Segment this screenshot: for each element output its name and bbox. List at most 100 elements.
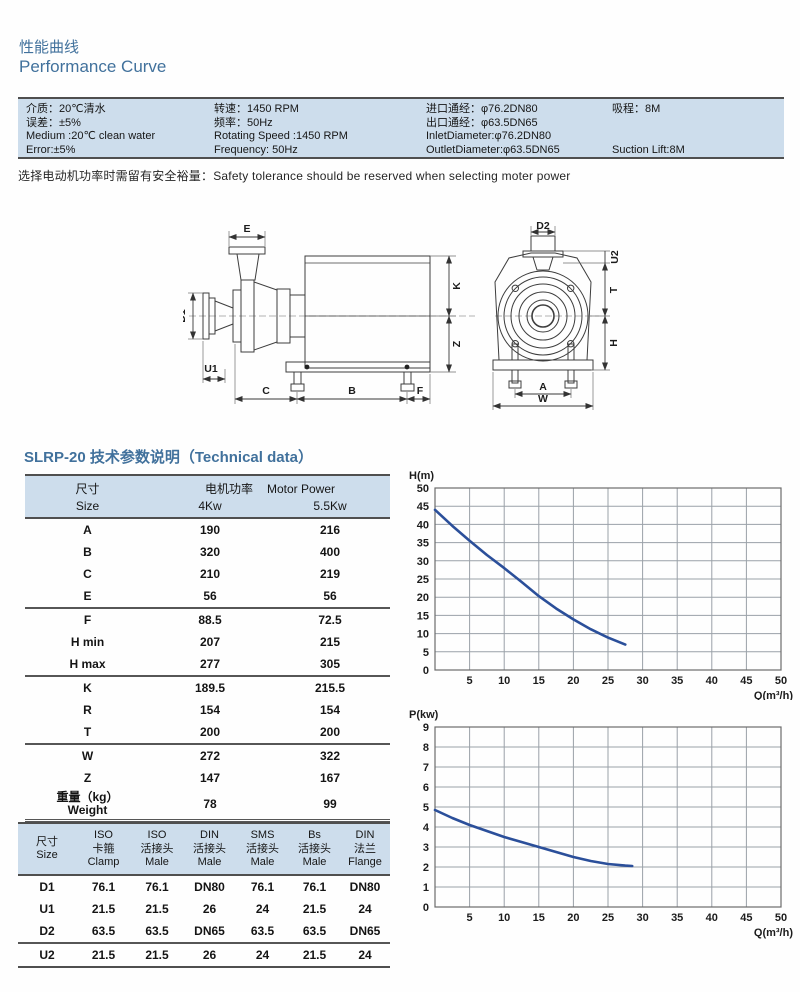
dim-label-a: A xyxy=(539,381,547,393)
conn-cell: 63.5 xyxy=(302,923,327,938)
conn-cell: 76.1 xyxy=(302,879,327,894)
spec-line: 出口通经：φ63.5DN65 xyxy=(426,116,538,129)
page-title-en: Performance Curve xyxy=(19,57,167,76)
conn-header-line: ISO xyxy=(147,829,167,841)
tech-header-power-4kw: 4Kw xyxy=(198,498,222,513)
tech-cell-55kw: 215 xyxy=(319,635,341,649)
x-tick-label: 5 xyxy=(467,912,473,924)
spec-line: 误差：±5% xyxy=(26,116,81,129)
tech-header-power-55kw: 5.5Kw xyxy=(313,498,347,513)
conn-cell: 21.5 xyxy=(145,947,169,962)
tech-cell-4kw: 88.5 xyxy=(198,613,222,627)
tech-group: K 189.5 215.5 R 154 154 T 200 200 xyxy=(25,675,390,743)
tech-row-label: C xyxy=(83,567,92,581)
spec-column-medium: 介质：20℃清水 误差：±5% Medium :20℃ clean water … xyxy=(18,103,214,157)
conn-header-line: 活接头 xyxy=(193,842,226,855)
dim-label-e: E xyxy=(243,223,250,235)
conn-row: U2 21.5 21.5 26 24 21.5 24 xyxy=(18,941,390,966)
conn-header-line: Bs xyxy=(308,829,321,841)
tech-cell-4kw: 190 xyxy=(199,523,221,537)
conn-header-line: Clamp xyxy=(87,856,120,868)
tech-row-label: K xyxy=(83,681,92,695)
y-axis-title: H(m) xyxy=(409,470,434,482)
tech-cell-55kw: 99 xyxy=(323,796,337,811)
spec-line: 吸程：8M xyxy=(612,103,661,115)
conn-cell: 63.5 xyxy=(250,923,275,938)
spec-column-diameters: 进口通经：φ76.2DN80 出口通经：φ63.5DN65 InletDiame… xyxy=(426,103,612,157)
tech-cell-55kw: 167 xyxy=(319,771,341,785)
y-tick-label: 0 xyxy=(423,902,429,914)
conn-header-cell: ISO 卡箍 Clamp xyxy=(76,829,131,870)
tech-cell-4kw: 189.5 xyxy=(194,681,226,695)
dim-label-w: W xyxy=(538,393,548,405)
tech-group: F 88.5 72.5 H min 207 215 H max 277 305 xyxy=(25,607,390,675)
tech-row: Z 147 167 xyxy=(25,767,390,789)
tech-row-label: 重量（kg） Weight xyxy=(25,791,150,817)
conn-cell: 26 xyxy=(202,947,217,962)
tech-cell-4kw: 147 xyxy=(199,771,221,785)
spec-column-speed: 转速：1450 RPM 频率：50Hz Rotating Speed :1450… xyxy=(214,103,426,157)
tech-row-label: H max xyxy=(69,657,106,671)
tech-row: K 189.5 215.5 xyxy=(25,677,390,699)
x-tick-label: 35 xyxy=(671,912,683,924)
conn-cell: DN65 xyxy=(194,923,225,938)
x-tick-label: 30 xyxy=(636,912,648,924)
conn-header-cell: 尺寸 Size xyxy=(18,836,76,863)
x-tick-label: 15 xyxy=(533,675,545,687)
conn-header-line: Size xyxy=(36,849,58,862)
conn-row-label: U2 xyxy=(39,947,55,962)
conn-header-line: Male xyxy=(302,856,327,868)
tech-cell-55kw: 56 xyxy=(323,589,337,603)
tech-row-label: E xyxy=(83,589,92,603)
section-title: SLRP-20 技术参数说明（Technical data） xyxy=(24,449,313,466)
tech-row-label: Z xyxy=(83,771,92,785)
side-view-dimensions: E D1 U1 K Z C B F xyxy=(183,223,463,404)
y-tick-label: 25 xyxy=(417,574,429,586)
conn-row: D1 76.1 76.1 DN80 76.1 76.1 DN80 xyxy=(18,876,390,898)
tech-cell-4kw: 78 xyxy=(203,796,217,811)
tech-cell-4kw: 154 xyxy=(199,703,221,717)
tech-table-body: A 190 216 B 320 400 C 210 219 E 56 56 F 88.5 72.5 H min… xyxy=(25,519,390,822)
spec-table: 介质：20℃清水 误差：±5% Medium :20℃ clean water … xyxy=(18,97,784,159)
pump-side-view-drawing: E D1 U1 K Z C B F xyxy=(183,223,475,404)
x-tick-label: 35 xyxy=(671,675,683,687)
x-axis-title: Q(m³/h) xyxy=(754,690,793,700)
tech-row-label: A xyxy=(83,523,92,537)
y-tick-label: 15 xyxy=(417,610,429,622)
tech-header-motor-power: 电机功率 Motor Power xyxy=(150,480,390,497)
dim-label-t: T xyxy=(608,286,620,293)
dim-label-f: F xyxy=(417,385,424,397)
conn-header-line: 活接头 xyxy=(246,842,279,855)
y-tick-label: 6 xyxy=(423,782,429,794)
spec-line: 频率：50Hz xyxy=(214,116,273,129)
spec-line: Suction Lift:8M xyxy=(612,143,685,156)
tech-row-label: R xyxy=(83,703,92,717)
spec-line xyxy=(612,130,784,144)
conn-header-line: Male xyxy=(197,856,222,868)
spec-line: 转速：1450 RPM xyxy=(214,103,299,115)
conn-header-line: Male xyxy=(250,856,275,868)
conn-header-line: ISO xyxy=(94,829,113,841)
y-tick-label: 3 xyxy=(423,842,429,854)
spec-line xyxy=(612,117,784,131)
conn-header-line: SMS xyxy=(250,829,275,841)
tech-header-size-zh: 尺寸 xyxy=(75,481,100,496)
y-tick-label: 0 xyxy=(423,665,429,677)
tech-cell-4kw: 210 xyxy=(199,567,221,581)
performance-curve xyxy=(433,508,627,646)
conn-header-line: Flange xyxy=(348,856,382,868)
conn-cell: 21.5 xyxy=(302,947,327,962)
y-tick-label: 7 xyxy=(423,762,429,774)
conn-cell: 26 xyxy=(202,901,217,916)
side-view-art xyxy=(202,246,431,392)
tech-row-label-line: 重量（kg） xyxy=(56,790,119,804)
conn-cell: 76.1 xyxy=(91,879,116,894)
conn-cell: 24 xyxy=(358,947,372,962)
tech-group: A 190 216 B 320 400 C 210 219 E 56 56 xyxy=(25,519,390,607)
tech-header-motor-en: Motor Power xyxy=(266,481,336,496)
x-tick-label: 40 xyxy=(706,675,718,687)
tech-cell-4kw: 320 xyxy=(199,545,221,559)
conn-cell: DN80 xyxy=(349,879,381,894)
x-tick-label: 10 xyxy=(498,912,510,924)
x-tick-label: 50 xyxy=(775,912,787,924)
